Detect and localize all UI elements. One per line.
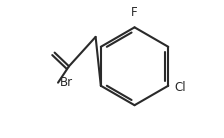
Text: F: F — [131, 6, 138, 19]
Text: Cl: Cl — [174, 81, 186, 94]
Text: Br: Br — [59, 76, 73, 89]
